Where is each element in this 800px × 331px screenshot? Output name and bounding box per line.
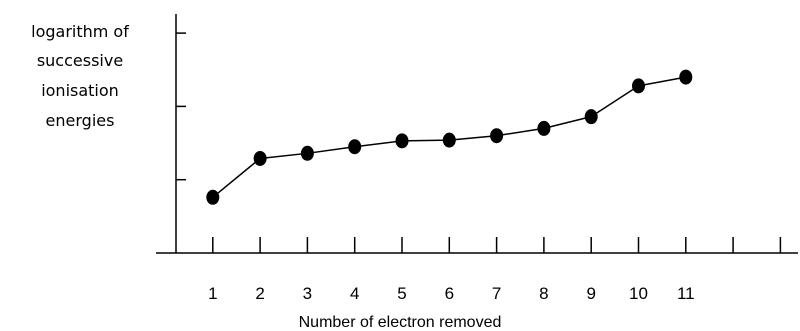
- x-tick-label: 5: [397, 284, 406, 303]
- data-points: [206, 69, 693, 205]
- series-segment: [212, 157, 261, 198]
- data-point: [490, 128, 504, 144]
- axes: [156, 14, 798, 254]
- x-tick-label: 4: [350, 284, 359, 303]
- series-segment: [401, 139, 450, 142]
- series-segment: [496, 127, 545, 137]
- data-point: [679, 69, 693, 85]
- x-tick-label: 7: [492, 284, 501, 303]
- series-segment: [260, 152, 308, 160]
- x-ticks: [212, 237, 782, 253]
- y-ticks: [176, 32, 186, 181]
- x-tick-label: 6: [445, 284, 454, 303]
- series-segment: [590, 85, 639, 118]
- x-tick-label: 1: [208, 284, 217, 303]
- data-point: [253, 150, 267, 166]
- y-axis-label: logarithm of successive ionisation energies: [31, 22, 129, 130]
- x-tick-label: 11: [677, 284, 695, 303]
- y-axis-label-line: successive: [37, 51, 123, 70]
- series-segment: [638, 76, 686, 87]
- y-axis-label-line: energies: [46, 111, 115, 130]
- data-point: [395, 133, 409, 149]
- data-point: [206, 189, 220, 205]
- x-tick-labels: 1 2 3 4 5 6 7 8 9 10 11: [208, 284, 695, 303]
- series-segment: [354, 140, 403, 148]
- y-axis-label-line: ionisation: [41, 81, 119, 100]
- x-tick-label: 10: [629, 284, 648, 303]
- x-tick-label: 8: [539, 284, 548, 303]
- data-point: [632, 78, 645, 94]
- data-point: [537, 120, 551, 136]
- data-point: [584, 109, 598, 125]
- series-segment: [307, 145, 355, 155]
- series-line: [212, 76, 686, 198]
- data-point: [348, 139, 362, 155]
- y-axis-label-line: logarithm of: [31, 22, 129, 41]
- x-tick-label: 3: [303, 284, 312, 303]
- data-point: [300, 145, 314, 161]
- x-axis-label: Number of electron removed: [299, 314, 502, 331]
- series-segment: [543, 115, 592, 130]
- x-tick-label: 9: [586, 284, 595, 303]
- series-segment: [449, 134, 497, 141]
- data-point: [442, 132, 456, 148]
- x-tick-label: 2: [255, 284, 264, 303]
